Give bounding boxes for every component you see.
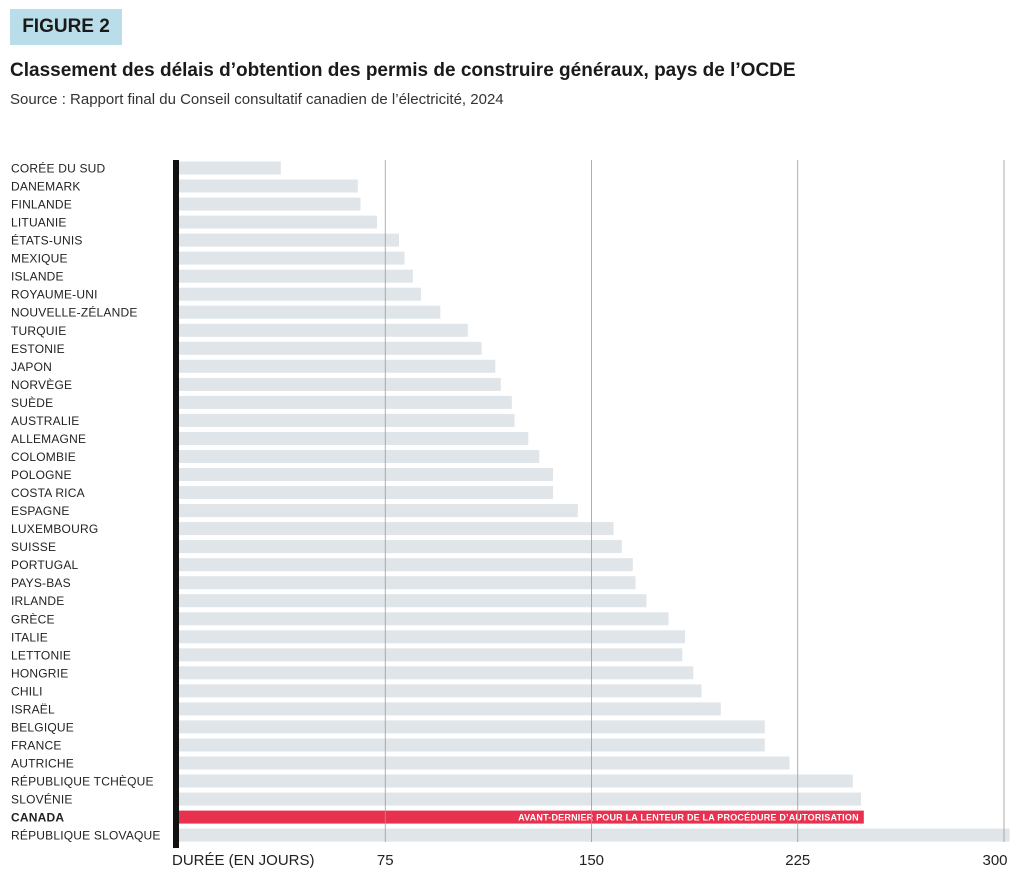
category-label-autriche: AUTRICHE <box>11 757 74 771</box>
bar-islande <box>179 269 413 283</box>
category-label-allemagne: ALLEMAGNE <box>11 432 86 446</box>
bar-nouvelle-zelande <box>179 305 441 319</box>
bar-slovenie <box>179 792 861 806</box>
category-label-slovenie: SLOVÉNIE <box>11 792 73 807</box>
chart-subtitle: Source : Rapport final du Conseil consul… <box>10 91 504 108</box>
x-tick-label-225: 225 <box>785 852 810 869</box>
bar-danemark <box>179 179 358 193</box>
bar-chili <box>179 684 702 698</box>
bar-hongrie <box>179 666 694 680</box>
category-label-royaume-uni: ROYAUME-UNI <box>11 288 98 302</box>
bar-belgique <box>179 720 765 734</box>
category-label-finlande: FINLANDE <box>11 198 72 212</box>
category-label-suisse: SUISSE <box>11 540 56 554</box>
category-label-espagne: ESPAGNE <box>11 504 70 518</box>
category-label-colombie: COLOMBIE <box>11 450 76 464</box>
bar-republique-tcheque <box>179 774 853 788</box>
category-label-france: FRANCE <box>11 739 62 753</box>
bar-turquie <box>179 323 468 337</box>
category-label-chili: CHILI <box>11 684 43 698</box>
bar-portugal <box>179 558 633 572</box>
category-label-japon: JAPON <box>11 360 52 374</box>
bar-pologne <box>179 468 553 481</box>
x-tick-label-150: 150 <box>579 852 604 869</box>
category-label-israel: ISRAËL <box>11 702 55 716</box>
bar-canada <box>179 810 864 824</box>
y-axis-baseline <box>173 160 179 848</box>
bar-colombie <box>179 450 540 463</box>
category-label-islande: ISLANDE <box>11 270 64 284</box>
highlight-annotation: AVANT-DERNIER POUR LA LENTEUR DE LA PROC… <box>518 813 859 823</box>
bar-lituanie <box>179 215 377 229</box>
bar-luxembourg <box>179 522 614 536</box>
bar-suisse <box>179 540 622 554</box>
bar-coree-du-sud <box>179 161 281 175</box>
category-label-luxembourg: LUXEMBOURG <box>11 522 98 536</box>
category-label-portugal: PORTUGAL <box>11 558 79 572</box>
category-label-irlande: IRLANDE <box>11 594 64 608</box>
bar-grece <box>179 612 669 626</box>
category-label-grece: GRÈCE <box>11 611 55 626</box>
figure-label-badge: FIGURE 2 <box>10 9 122 45</box>
category-label-pays-bas: PAYS-BAS <box>11 576 71 590</box>
category-label-australie: AUSTRALIE <box>11 414 80 428</box>
category-label-italie: ITALIE <box>11 630 48 644</box>
bar-mexique <box>179 251 405 265</box>
category-label-norvege: NORVÈGE <box>11 377 72 392</box>
category-label-lituanie: LITUANIE <box>11 216 67 230</box>
bar-australie <box>179 413 515 427</box>
category-label-canada: CANADA <box>11 811 64 825</box>
bar-royaume-uni <box>179 287 421 301</box>
bar-pays-bas <box>179 576 636 590</box>
x-axis-title: DURÉE (EN JOURS) <box>172 852 315 869</box>
bar-norvege <box>179 377 501 391</box>
x-tick-label-75: 75 <box>377 852 394 869</box>
category-label-hongrie: HONGRIE <box>11 666 68 680</box>
bar-lettonie <box>179 648 683 662</box>
category-label-lettonie: LETTONIE <box>11 648 71 662</box>
bar-allemagne <box>179 432 529 445</box>
bar-costa-rica <box>179 486 553 499</box>
chart-title: Classement des délais d’obtention des pe… <box>10 60 796 81</box>
category-label-estonie: ESTONIE <box>11 342 65 356</box>
category-label-nouvelle-zelande: NOUVELLE-ZÉLANDE <box>11 305 138 320</box>
category-label-republique-tcheque: RÉPUBLIQUE TCHÈQUE <box>11 774 154 789</box>
bar-finlande <box>179 197 361 211</box>
bar-italie <box>179 630 685 644</box>
category-label-mexique: MEXIQUE <box>11 252 68 266</box>
bar-autriche <box>179 756 790 770</box>
bar-france <box>179 738 765 752</box>
bar-irlande <box>179 594 647 608</box>
category-label-danemark: DANEMARK <box>11 180 81 194</box>
category-label-suede: SUÈDE <box>11 395 53 410</box>
category-label-etats-unis: ÉTATS-UNIS <box>11 233 83 248</box>
bar-suede <box>179 395 512 409</box>
bar-republique-slovaque <box>179 828 1010 842</box>
bar-estonie <box>179 341 482 355</box>
category-label-republique-slovaque: RÉPUBLIQUE SLOVAQUE <box>11 828 161 843</box>
bar-espagne <box>179 504 578 518</box>
x-tick-label-300: 300 <box>982 852 1007 869</box>
bar-israel <box>179 702 721 716</box>
category-label-coree-du-sud: CORÉE DU SUD <box>11 161 106 176</box>
category-label-costa-rica: COSTA RICA <box>11 486 85 500</box>
category-label-turquie: TURQUIE <box>11 324 66 338</box>
category-label-belgique: BELGIQUE <box>11 720 74 734</box>
bar-japon <box>179 359 496 373</box>
bar-etats-unis <box>179 233 399 247</box>
category-label-pologne: POLOGNE <box>11 468 72 482</box>
